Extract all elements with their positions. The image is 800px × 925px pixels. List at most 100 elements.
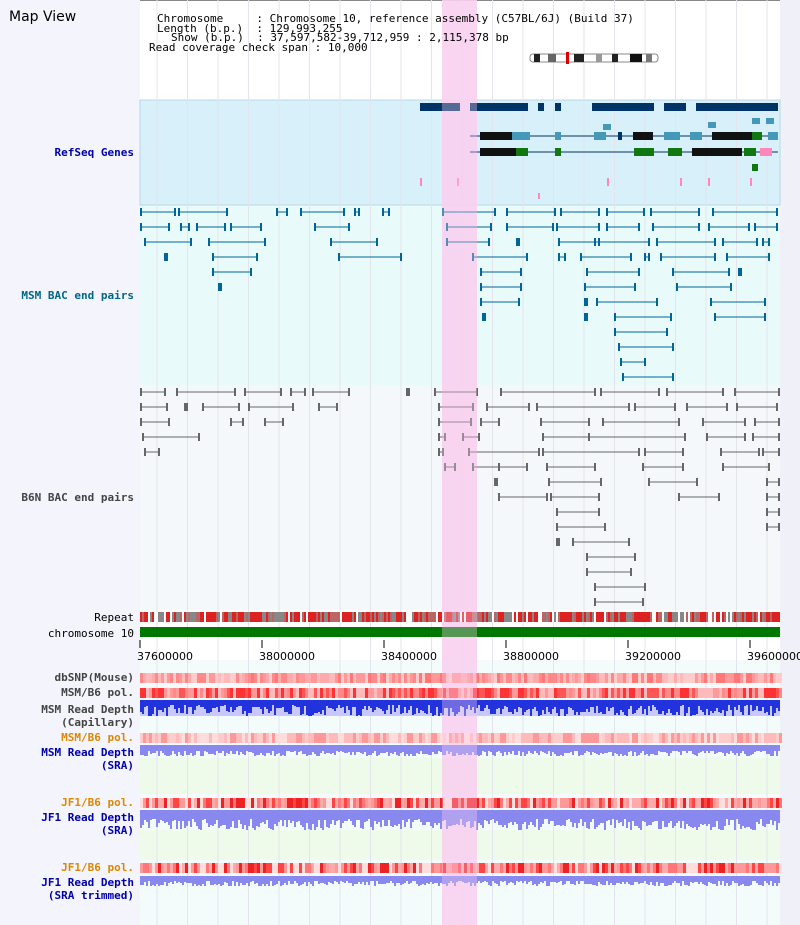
refseq-gene	[538, 103, 544, 111]
jf1-trimmed-depth	[648, 876, 650, 885]
jf1-b6-pol-cell	[683, 863, 686, 873]
jf1-trimmed-depth	[228, 876, 230, 886]
jf1-trimmed-depth	[504, 876, 506, 881]
jf1-sra-depth	[396, 810, 398, 826]
b6n-bac-pair-end	[542, 433, 544, 441]
repeat-mark	[452, 612, 454, 622]
msm-sra-depth	[368, 745, 370, 755]
track-label-jf1-b6-pol-2[interactable]: JF1/B6 pol.	[61, 861, 134, 874]
jf1-trimmed-depth	[320, 876, 322, 883]
track-label-jf1-b6-pol-1[interactable]: JF1/B6 pol.	[61, 796, 134, 809]
msm-b6-pol-cell	[227, 733, 230, 743]
length-info-row: Length (b.p.) : 129,993,255	[157, 22, 343, 35]
msm-sra-depth	[378, 745, 380, 755]
jf1-trimmed-depth	[430, 876, 432, 882]
track-label-jf1-depth-sra[interactable]: JF1 Read Depth (SRA)	[41, 811, 134, 837]
jf1-trimmed-depth	[294, 876, 296, 881]
jf1-b6-pol-cell	[455, 798, 458, 808]
msm-b6-pol-cell	[590, 733, 593, 743]
track-label-msm-b6-pol-1[interactable]: MSM/B6 pol.	[61, 686, 134, 699]
jf1-b6-pol-cell	[482, 798, 485, 808]
jf1-b6-pol-cell	[476, 798, 479, 808]
msm-sra-depth	[312, 745, 314, 752]
msm-capillary-depth	[294, 700, 296, 706]
dbsnp-cell	[338, 673, 341, 683]
dbsnp-cell	[416, 673, 419, 683]
track-label-msm-bac[interactable]: MSM BAC end pairs	[21, 289, 134, 302]
msm-b6-pol-cell	[770, 733, 773, 743]
dbsnp-cell	[299, 673, 302, 683]
msm-capillary-depth	[718, 700, 720, 712]
jf1-b6-pol-cell	[701, 863, 704, 873]
dbsnp-cell	[368, 673, 371, 683]
jf1-b6-pol-cell	[716, 798, 719, 808]
msm-b6-pol-cell	[449, 688, 452, 698]
refseq-gene	[664, 103, 686, 111]
jf1-sra-depth	[336, 810, 338, 821]
jf1-sra-depth	[158, 810, 160, 823]
jf1-sra-depth	[462, 810, 464, 825]
track-label-refseq[interactable]: RefSeq Genes	[54, 146, 134, 159]
track-label-jf1-depth-trimmed[interactable]: JF1 Read Depth (SRA trimmed)	[41, 876, 134, 902]
refseq-pseudo	[420, 178, 422, 186]
repeat-mark	[618, 612, 620, 622]
msm-capillary-depth	[760, 700, 762, 711]
repeat-mark	[650, 612, 652, 622]
msm-sra-depth	[228, 745, 230, 754]
msm-capillary-depth	[280, 700, 282, 708]
msm-b6-pol-cell	[557, 733, 560, 743]
jf1-b6-pol-cell	[764, 863, 767, 873]
msm-b6-pol-cell	[389, 733, 392, 743]
dbsnp-cell	[653, 673, 656, 683]
jf1-b6-pol-cell	[671, 798, 674, 808]
repeat-mark	[328, 612, 330, 622]
jf1-trimmed-depth	[278, 876, 280, 881]
dbsnp-cell	[398, 673, 401, 683]
jf1-depth-trimmed-line2: (SRA trimmed)	[47, 889, 134, 902]
track-label-msm-depth-capillary[interactable]: MSM Read Depth (Capillary)	[41, 703, 134, 729]
msm-b6-pol-cell	[665, 688, 668, 698]
dbsnp-cell	[440, 673, 443, 683]
jf1-b6-pol-cell	[503, 798, 506, 808]
jf1-b6-pol-cell	[284, 863, 287, 873]
msm-sra-depth	[452, 745, 454, 756]
jf1-b6-pol-cell	[410, 863, 413, 873]
jf1-b6-pol-cell	[167, 798, 170, 808]
msm-sra-depth	[450, 745, 452, 752]
jf1-b6-pol-cell	[587, 798, 590, 808]
jf1-sra-depth	[358, 810, 360, 820]
b6n-bac-pair-end	[550, 493, 552, 501]
jf1-sra-depth	[622, 810, 624, 826]
msm-b6-pol-cell	[320, 733, 323, 743]
msm-capillary-depth	[320, 700, 322, 714]
repeat-mark	[544, 612, 546, 622]
jf1-sra-depth	[714, 810, 716, 827]
track-label-b6n-bac[interactable]: B6N BAC end pairs	[21, 491, 134, 504]
track-label-msm-depth-sra[interactable]: MSM Read Depth (SRA)	[41, 746, 134, 772]
track-label-msm-b6-pol-2[interactable]: MSM/B6 pol.	[61, 731, 134, 744]
msm-capillary-depth	[720, 700, 722, 713]
msm-bac-pair-end	[166, 253, 168, 261]
track-label-dbsnp[interactable]: dbSNP(Mouse)	[54, 671, 134, 684]
dbsnp-cell	[518, 673, 521, 683]
b6n-bac-pair-end	[476, 388, 478, 396]
jf1-b6-pol-cell	[146, 798, 149, 808]
jf1-sra-depth	[314, 810, 316, 830]
msm-sra-depth	[622, 745, 624, 756]
jf1-b6-pol-cell	[173, 863, 176, 873]
jf1-sra-depth	[530, 810, 532, 822]
jf1-b6-pol-cell	[149, 863, 152, 873]
jf1-trimmed-depth	[282, 876, 284, 885]
b6n-bac-pair-end	[726, 403, 728, 411]
jf1-b6-pol-cell	[248, 863, 251, 873]
jf1-b6-pol-cell	[431, 863, 434, 873]
jf1-b6-pol-cell	[614, 798, 617, 808]
jf1-b6-pol-cell	[305, 863, 308, 873]
msm-bac-pair-end	[264, 238, 266, 246]
msm-b6-pol-cell	[614, 688, 617, 698]
jf1-sra-depth	[706, 810, 708, 826]
length-value: 129,993,255	[269, 22, 343, 35]
jf1-sra-depth	[526, 810, 528, 829]
jf1-b6-pol-cell	[584, 863, 587, 873]
